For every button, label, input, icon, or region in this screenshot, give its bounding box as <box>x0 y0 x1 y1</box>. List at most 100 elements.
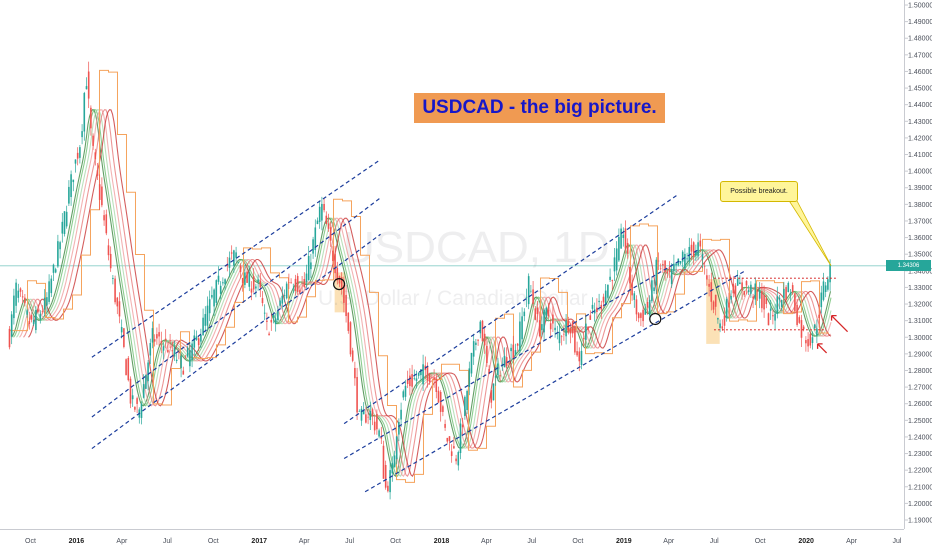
candle-body <box>659 268 662 270</box>
candle-body <box>521 316 523 340</box>
candle-body <box>631 282 633 296</box>
y-tick-label: 1.49000 <box>908 19 932 26</box>
y-tick-label: 1.37000 <box>908 218 932 225</box>
candle-body <box>783 288 785 299</box>
candle-body <box>422 364 424 385</box>
y-tick-label: 1.45000 <box>908 86 932 93</box>
candle-body <box>94 152 97 160</box>
candle-body <box>589 315 592 320</box>
candle-body <box>681 251 684 262</box>
candle-body <box>237 262 240 263</box>
candle-body <box>732 283 735 294</box>
candle-body <box>61 221 64 234</box>
candle-body <box>37 309 39 312</box>
candle-body <box>208 299 211 314</box>
candle-body <box>758 289 761 299</box>
candle-body <box>651 280 653 302</box>
ma-ribbon-line <box>23 109 831 477</box>
candle-body <box>822 281 825 300</box>
candle-body <box>730 295 732 300</box>
candle-body <box>252 276 255 290</box>
candle-body <box>332 250 334 262</box>
candle-body <box>68 186 70 204</box>
x-tick-label: Apr <box>299 538 311 545</box>
candle-body <box>525 296 528 298</box>
candle-body <box>426 366 429 381</box>
candle-body <box>255 286 257 289</box>
candle-body <box>578 351 581 362</box>
candle-body <box>76 152 79 159</box>
candle-body <box>453 446 455 449</box>
candle-body <box>431 377 433 379</box>
candle-body <box>268 333 270 336</box>
candle-body <box>527 276 530 305</box>
candle-body <box>563 333 565 335</box>
step-line <box>9 69 829 483</box>
candle-body <box>571 321 574 334</box>
candle-body <box>629 266 631 284</box>
candle-body <box>197 338 200 346</box>
y-tick-label: 1.28000 <box>908 368 932 375</box>
candle-body <box>591 304 594 309</box>
candle-body <box>288 282 290 283</box>
candle-body <box>670 269 673 285</box>
y-tick-label: 1.47000 <box>908 52 932 59</box>
candle-body <box>736 278 739 286</box>
candle-body <box>158 332 160 337</box>
candle-body <box>266 320 268 322</box>
candle-body <box>668 267 671 272</box>
y-tick-label: 1.50000 <box>908 3 932 10</box>
channel-line <box>343 193 679 425</box>
candle-body <box>646 301 649 308</box>
x-tick-label: 2016 <box>69 538 85 545</box>
candle-body <box>818 314 820 319</box>
y-tick-label: 1.34000 <box>908 268 932 275</box>
candle-body <box>204 314 207 326</box>
candle-body <box>824 285 827 292</box>
y-tick-label: 1.31000 <box>908 318 932 325</box>
y-tick-label: 1.38000 <box>908 202 932 209</box>
candle-body <box>813 324 816 329</box>
candle-body <box>791 285 794 293</box>
candle-body <box>175 359 178 362</box>
candle-body <box>466 390 468 411</box>
ma-ribbon-line <box>13 109 832 477</box>
candle-body <box>780 300 783 307</box>
candle-body <box>483 333 486 346</box>
candle-body <box>415 378 418 381</box>
candle-body <box>193 335 196 348</box>
candle-body <box>215 280 218 303</box>
candle-body <box>772 315 774 317</box>
candle-body <box>666 271 669 274</box>
candle-body <box>503 355 506 368</box>
candle-body <box>248 272 251 287</box>
candle-body <box>239 265 242 272</box>
y-tick-label: 1.20000 <box>908 501 932 508</box>
y-tick-label: 1.36000 <box>908 235 932 242</box>
candle-body <box>72 179 75 183</box>
candle-body <box>743 290 746 295</box>
candle-body <box>299 289 301 293</box>
candle-body <box>347 312 350 331</box>
candle-body <box>323 203 325 211</box>
candle-body <box>63 211 66 234</box>
candle-body <box>745 281 748 286</box>
x-tick-label: Apr <box>481 538 493 545</box>
highlight-zone <box>706 279 720 344</box>
candle-body <box>160 341 163 344</box>
candle-body <box>46 297 48 306</box>
candle-body <box>437 390 440 403</box>
candle-body <box>464 396 466 416</box>
candle-body <box>754 283 757 300</box>
candle-body <box>611 280 614 282</box>
candle-body <box>778 297 781 300</box>
x-tick-label: Jul <box>527 538 536 545</box>
candle-body <box>43 297 46 310</box>
candle-body <box>182 370 185 375</box>
candle-body <box>345 294 347 317</box>
annotation-callout[interactable]: Possible breakout. <box>720 181 798 202</box>
candle-body <box>699 240 702 247</box>
candle-body <box>109 253 112 269</box>
candle-body <box>620 228 622 249</box>
